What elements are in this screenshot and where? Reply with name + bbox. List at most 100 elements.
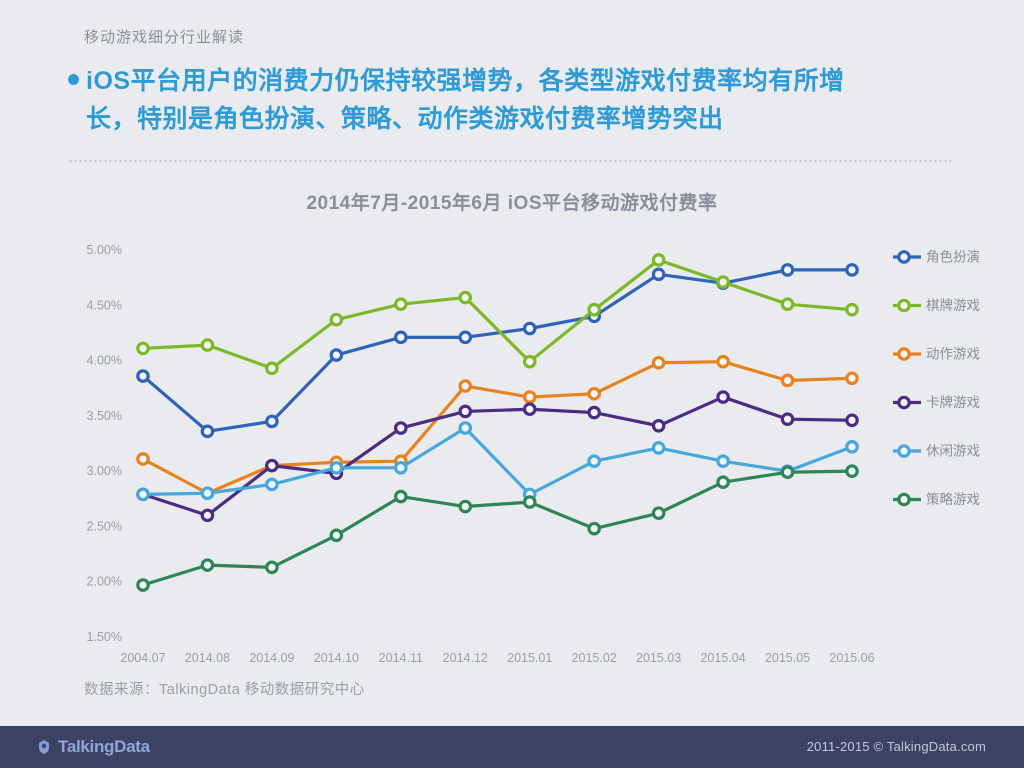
legend-item-动作游戏[interactable]: 动作游戏 bbox=[893, 347, 980, 362]
x-axis-ticks: 2004.07 2014.08 2014.09 2014.10 2014.11 2014.… bbox=[120, 651, 874, 665]
series-棋牌游戏 bbox=[136, 253, 859, 376]
x-tick-label: 2014.09 bbox=[249, 651, 294, 665]
series-line bbox=[141, 360, 854, 495]
series-group bbox=[136, 253, 859, 592]
x-tick-label: 2014.11 bbox=[379, 651, 423, 665]
data-point bbox=[780, 464, 795, 478]
source-note: 数据来源：TalkingData 移动数据研究中心 bbox=[84, 682, 365, 698]
data-point bbox=[522, 487, 537, 502]
data-point bbox=[329, 528, 344, 543]
data-point bbox=[522, 390, 537, 404]
legend-item-棋牌游戏[interactable]: 棋牌游戏 bbox=[893, 297, 980, 313]
x-tick-label: 2015.02 bbox=[572, 651, 617, 665]
data-point bbox=[716, 354, 730, 369]
data-point bbox=[136, 452, 150, 466]
data-point bbox=[136, 369, 150, 383]
data-point bbox=[522, 402, 537, 417]
data-point bbox=[845, 371, 859, 386]
series-角色扮演 bbox=[136, 263, 859, 439]
data-point bbox=[651, 267, 666, 282]
footer-copyright: 2011-2015 © TalkingData.com bbox=[806, 739, 986, 754]
data-point bbox=[394, 461, 408, 475]
series-休闲游戏 bbox=[136, 421, 859, 502]
data-point bbox=[587, 521, 601, 536]
data-point bbox=[587, 302, 601, 317]
series-line bbox=[141, 395, 854, 517]
legend-swatch-marker bbox=[897, 492, 911, 507]
data-point bbox=[458, 421, 473, 435]
series-line bbox=[141, 268, 854, 433]
y-tick-label: 3.50% bbox=[87, 409, 122, 423]
series-line bbox=[141, 426, 854, 496]
data-point bbox=[845, 440, 859, 454]
data-point bbox=[522, 321, 537, 336]
data-point bbox=[716, 475, 730, 489]
footer-brand: TalkingData bbox=[58, 737, 150, 756]
legend-label: 动作游戏 bbox=[926, 347, 980, 362]
x-tick-label: 2014.12 bbox=[443, 651, 488, 665]
data-point bbox=[394, 454, 408, 468]
data-point bbox=[587, 454, 601, 468]
data-point bbox=[200, 486, 215, 501]
y-axis-ticks: 5.00% 4.50% 4.00% 3.50% 3.00% 2.50% 2.00% 1.50% bbox=[87, 243, 122, 644]
x-tick-label: 2014.10 bbox=[314, 651, 359, 665]
bullet-icon bbox=[68, 74, 79, 85]
chart-title: 2014年7月-2015年6月 iOS平台移动游戏付费率 bbox=[306, 193, 718, 214]
headline-line-1: iOS平台用户的消费力仍保持较强增势，各类型游戏付费率均有所增 bbox=[86, 67, 845, 95]
data-point bbox=[329, 461, 344, 475]
data-point bbox=[587, 309, 601, 324]
page-title: iOS平台用户的消费力仍保持较强增势，各类型游戏付费率均有所增 长，特别是角色扮… bbox=[68, 62, 948, 138]
x-tick-label: 2004.07 bbox=[120, 651, 165, 665]
data-point bbox=[200, 486, 215, 501]
eyebrow-text: 移动游戏细分行业解读 bbox=[84, 29, 245, 46]
data-point bbox=[716, 390, 730, 404]
data-point bbox=[587, 386, 601, 401]
y-tick-label: 4.50% bbox=[87, 298, 122, 312]
data-point bbox=[200, 424, 215, 439]
data-point bbox=[394, 421, 408, 435]
data-point bbox=[845, 302, 859, 317]
data-point bbox=[458, 499, 473, 514]
data-point bbox=[265, 477, 279, 492]
legend-label: 休闲游戏 bbox=[926, 444, 980, 459]
data-point bbox=[845, 464, 859, 478]
data-point bbox=[522, 495, 537, 509]
series-卡牌游戏 bbox=[136, 390, 859, 523]
data-point bbox=[458, 379, 473, 393]
y-tick-label: 5.00% bbox=[87, 243, 122, 257]
y-tick-label: 2.00% bbox=[87, 575, 122, 589]
data-point bbox=[651, 419, 666, 433]
legend-item-卡牌游戏[interactable]: 卡牌游戏 bbox=[893, 394, 980, 410]
legend-item-策略游戏[interactable]: 策略游戏 bbox=[893, 491, 980, 507]
legend-label: 策略游戏 bbox=[926, 491, 980, 507]
y-tick-label: 1.50% bbox=[87, 630, 122, 644]
data-point bbox=[716, 454, 730, 468]
legend-item-角色扮演[interactable]: 角色扮演 bbox=[893, 249, 980, 265]
data-point bbox=[200, 558, 215, 572]
data-point bbox=[136, 487, 150, 502]
data-point bbox=[780, 412, 795, 426]
legend-label: 角色扮演 bbox=[926, 249, 980, 265]
data-point bbox=[136, 487, 150, 502]
legend-swatch-marker bbox=[897, 250, 911, 264]
data-point bbox=[780, 263, 795, 277]
data-point bbox=[651, 253, 666, 267]
data-point bbox=[200, 338, 215, 352]
data-point bbox=[522, 354, 537, 369]
legend-swatch-marker bbox=[897, 395, 911, 410]
data-point bbox=[265, 361, 279, 376]
data-point bbox=[780, 297, 795, 311]
data-point bbox=[265, 458, 279, 473]
series-line bbox=[141, 258, 854, 370]
x-tick-label: 2015.01 bbox=[507, 651, 552, 665]
data-point bbox=[780, 465, 795, 480]
series-line bbox=[141, 469, 854, 587]
y-tick-label: 3.00% bbox=[87, 464, 122, 478]
data-point bbox=[458, 404, 473, 419]
y-tick-label: 4.00% bbox=[87, 354, 122, 368]
data-point bbox=[394, 330, 408, 345]
data-point bbox=[651, 506, 666, 520]
legend-item-休闲游戏[interactable]: 休闲游戏 bbox=[893, 444, 980, 459]
data-point bbox=[329, 466, 344, 481]
